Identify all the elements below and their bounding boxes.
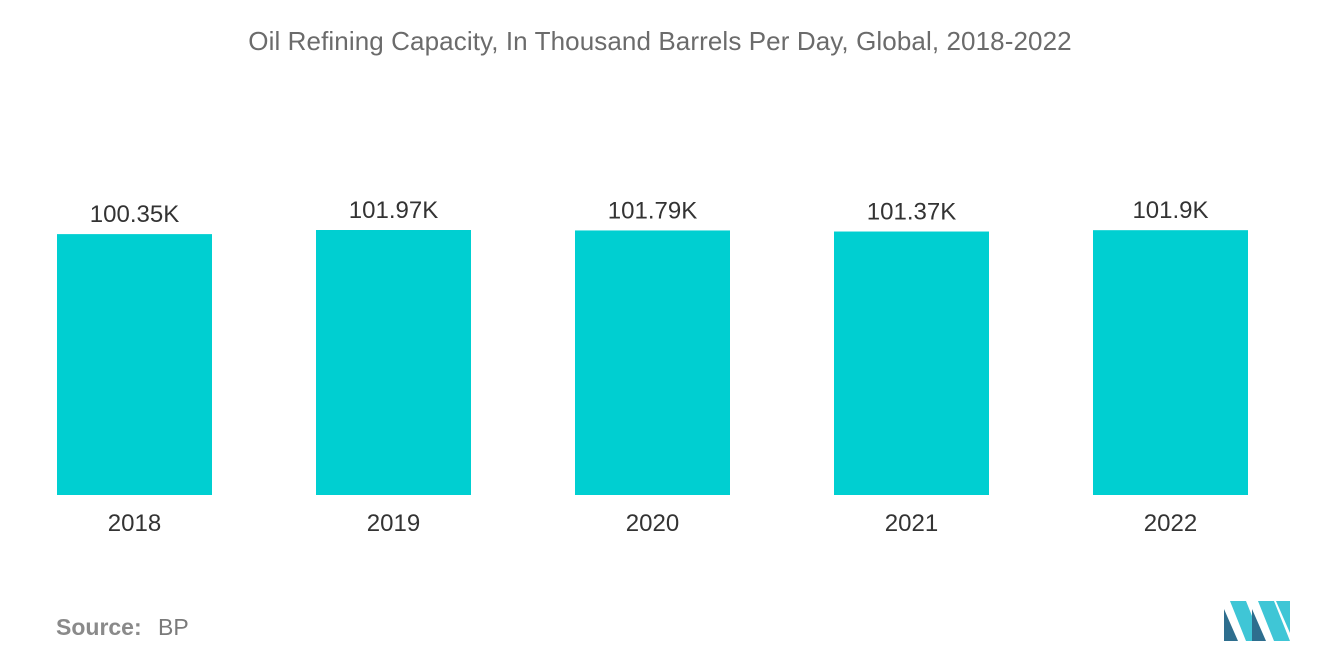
category-label-2020: 2020 xyxy=(626,510,679,537)
bar-2020 xyxy=(575,230,730,495)
bar-2018 xyxy=(57,234,212,495)
mordor-intelligence-logo-icon xyxy=(1224,601,1290,641)
value-label-2022: 101.9K xyxy=(1132,197,1208,224)
value-label-2021: 101.37K xyxy=(867,199,956,226)
category-label-2022: 2022 xyxy=(1144,510,1197,537)
chart-title: Oil Refining Capacity, In Thousand Barre… xyxy=(248,26,1072,56)
bar-2021 xyxy=(834,231,989,496)
bar-2022 xyxy=(1093,230,1248,495)
value-label-2019: 101.97K xyxy=(349,197,438,224)
value-label-2018: 100.35K xyxy=(90,201,179,228)
bar-2019 xyxy=(316,230,471,495)
source-label: Source: xyxy=(56,614,142,640)
category-label-2021: 2021 xyxy=(885,510,938,537)
category-label-2019: 2019 xyxy=(367,510,420,537)
category-label-2018: 2018 xyxy=(108,510,161,537)
source-value: BP xyxy=(158,614,189,640)
source-note: Source: BP xyxy=(56,614,189,641)
value-label-2020: 101.79K xyxy=(608,197,697,224)
